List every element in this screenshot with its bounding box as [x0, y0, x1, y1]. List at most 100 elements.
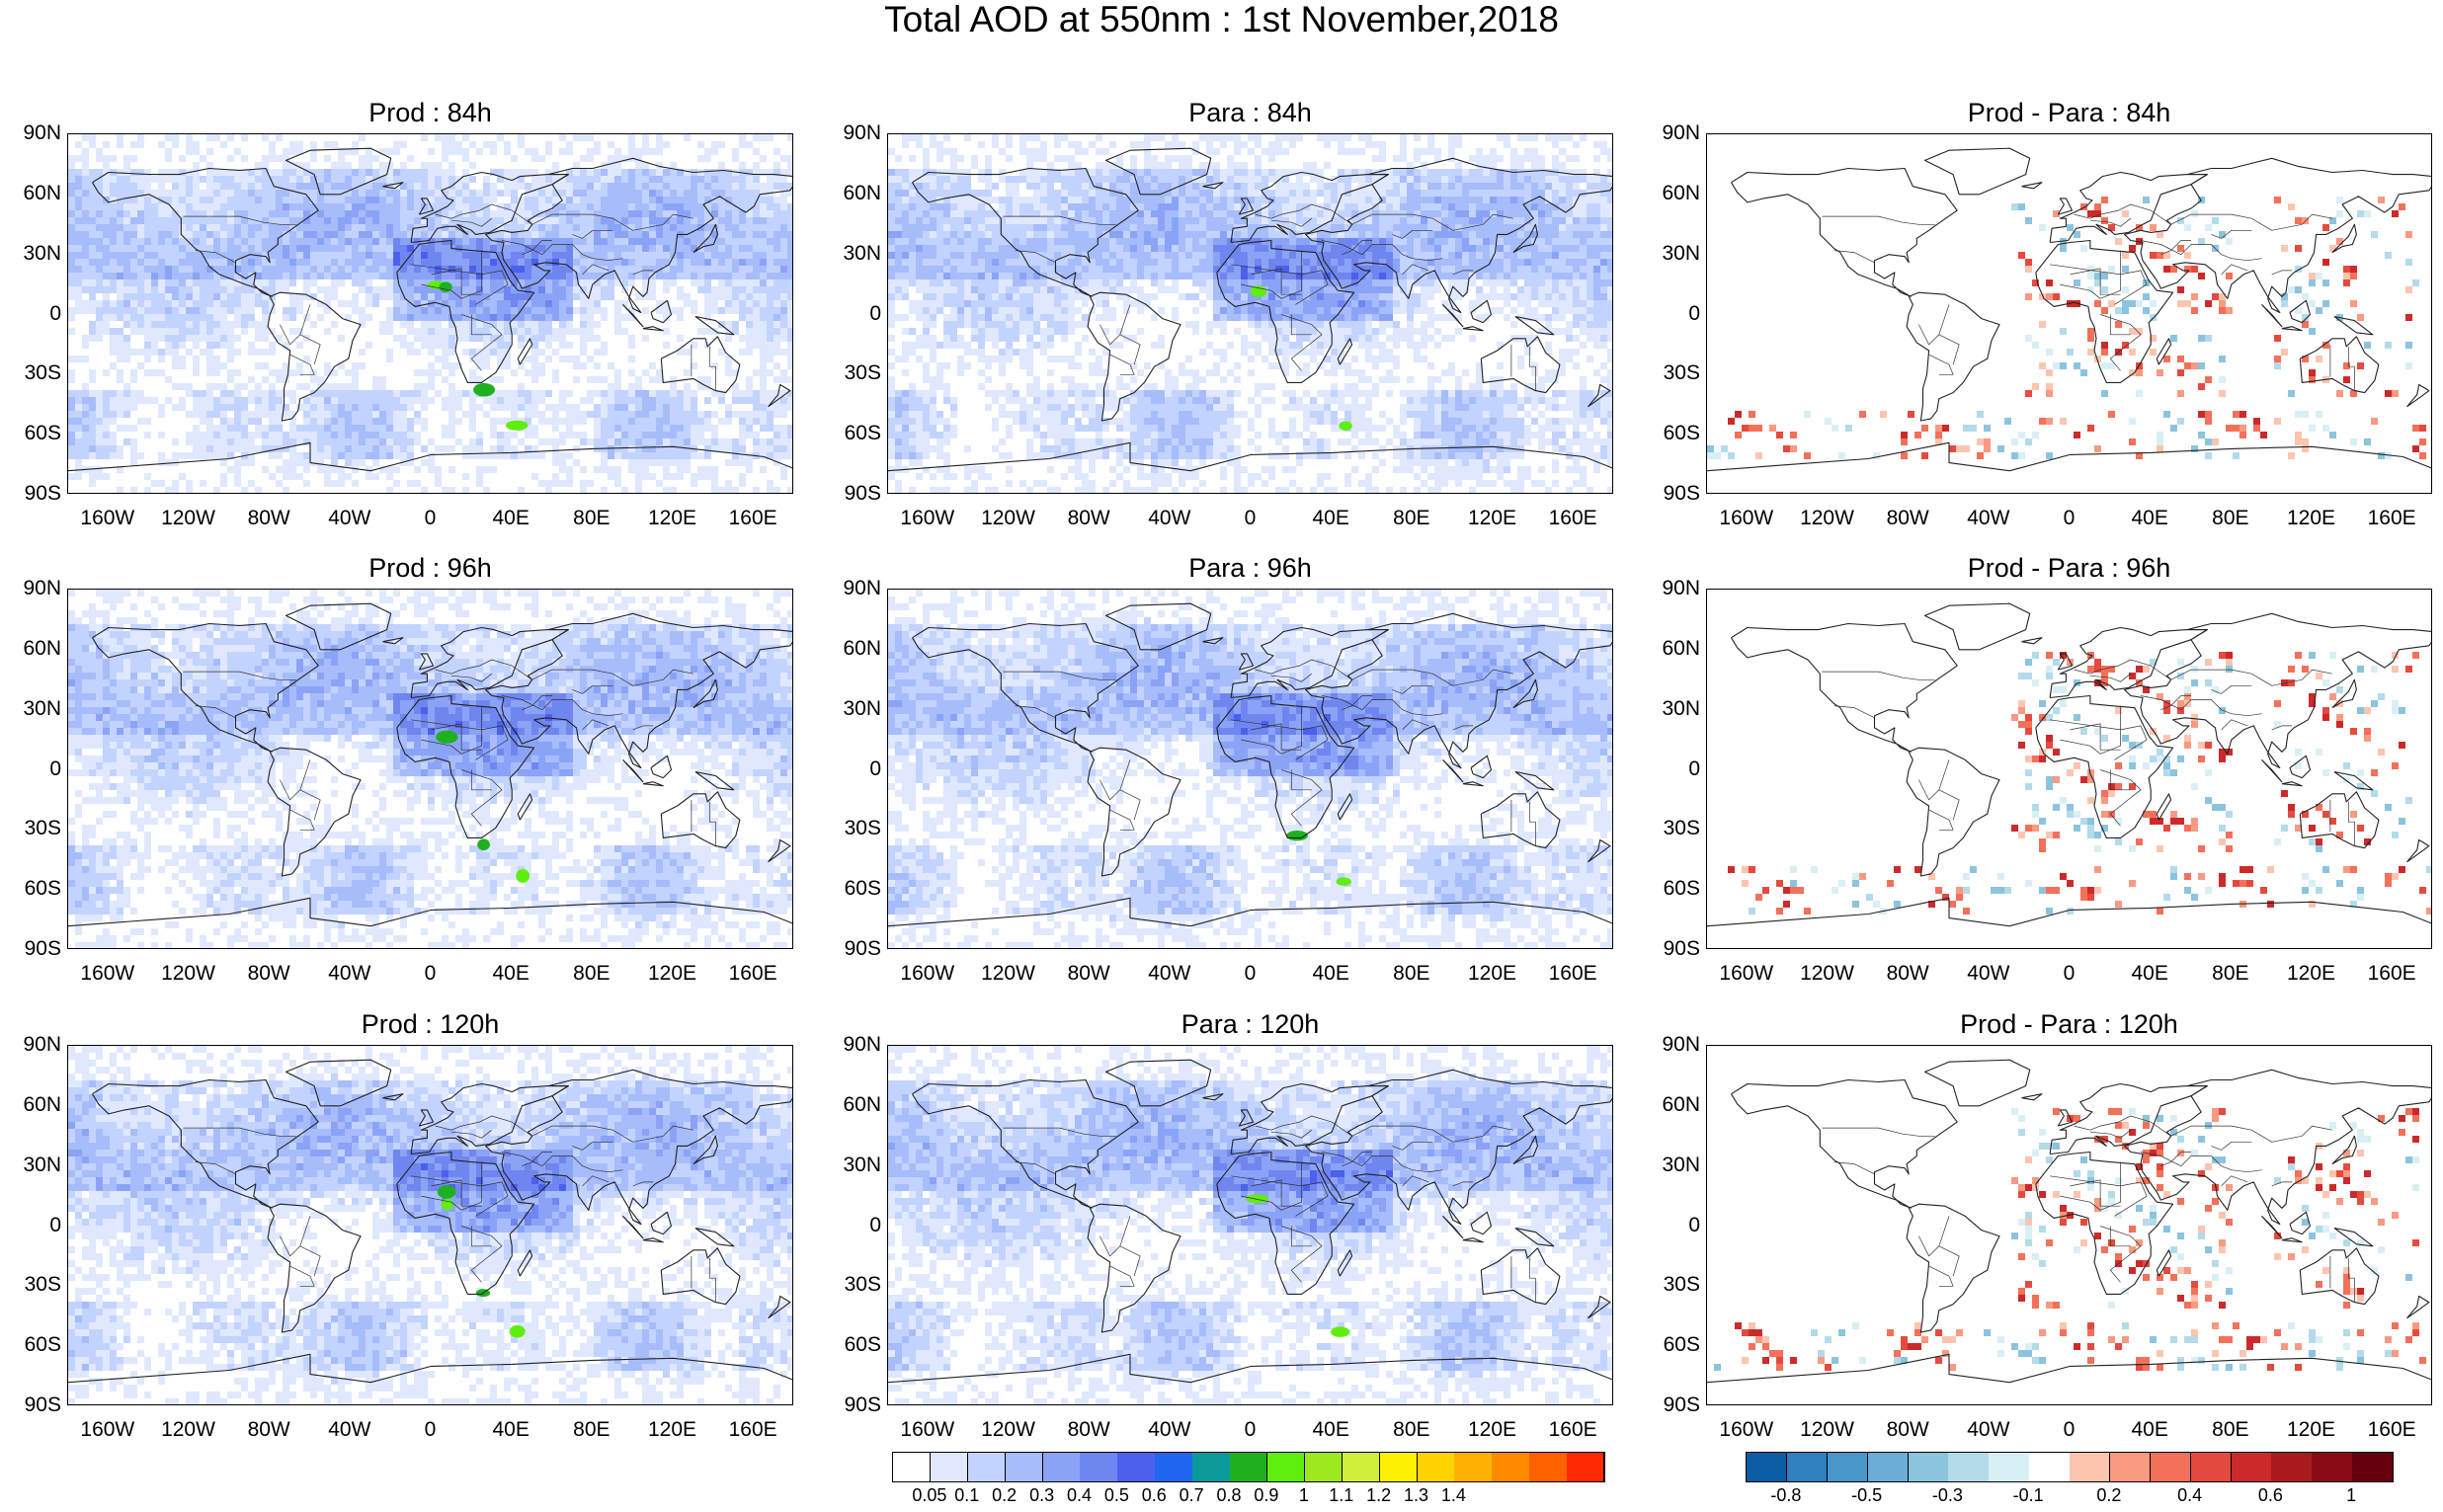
longitude-label: 40W [315, 508, 384, 529]
longitude-label: 80E [2196, 508, 2265, 529]
latitude-label: 30N [1641, 697, 1700, 720]
latitude-label: 30S [1641, 362, 1700, 384]
latitude-label: 90S [1641, 483, 1700, 505]
latitude-label: 0 [2, 757, 61, 780]
latitude-label: 60N [2, 182, 61, 204]
latitude-label: 90S [1641, 938, 1700, 960]
longitude-label: 0 [2035, 508, 2104, 529]
longitude-label: 40W [1954, 508, 2023, 529]
coastlines [1707, 1059, 2431, 1384]
coastlines [68, 602, 792, 927]
colorbar-swatch [1867, 1453, 1909, 1481]
latitude-label: 60N [2, 1093, 61, 1116]
longitude-label: 40W [1954, 963, 2023, 985]
latitude-label: 30S [822, 362, 881, 384]
colorbar-swatch [1266, 1453, 1306, 1481]
latitude-label: 30S [1641, 818, 1700, 839]
longitude-label: 120W [154, 963, 223, 985]
panel-title: Prod - Para : 96h [1706, 553, 2432, 583]
latitude-label: 90S [1641, 1394, 1700, 1416]
colorbar-label: 1 [1279, 1485, 1329, 1505]
colorbar-swatch [2271, 1453, 2313, 1481]
latitude-label: 30N [822, 242, 881, 265]
colorbar-label: 0.7 [1167, 1485, 1216, 1505]
latitude-label: 90N [1641, 122, 1700, 144]
colorbar-swatch [1042, 1453, 1081, 1481]
map-area [67, 589, 793, 949]
latitude-label: 30S [822, 1274, 881, 1296]
longitude-label: 80W [1873, 1419, 1942, 1441]
longitude-label: 160W [893, 508, 962, 529]
map-panel: Prod - Para : 120h 90N 60N 30N 0 30S 60S 90S 160… [1662, 1009, 2432, 1441]
latitude-label: 90S [822, 1394, 881, 1416]
colorbar-label: 0.5 [1092, 1485, 1141, 1505]
map-panel: Para : 84h 90N 60N 30N 0 30S 60S 90S 160W 120W 80W… [843, 98, 1613, 529]
colorbar-swatch [1908, 1453, 1949, 1481]
longitude-label: 80E [1377, 963, 1446, 985]
longitude-label: 80W [1054, 508, 1123, 529]
longitude-label: 40E [1296, 508, 1365, 529]
colorbar-swatch [1005, 1453, 1044, 1481]
map-panel: Para : 120h 90N 60N 30N 0 30S 60S 90S 160W 120W 80… [843, 1009, 1613, 1441]
map-panel: Para : 96h 90N 60N 30N 0 30S 60S 90S 160W 120W 80W… [843, 553, 1613, 985]
latitude-label: 60N [1641, 637, 1700, 660]
panel-title: Para : 84h [887, 98, 1613, 127]
colorbar-swatch [2150, 1453, 2192, 1481]
latitude-label: 90N [1641, 1034, 1700, 1056]
colorbar-swatch [1827, 1453, 1869, 1481]
longitude-label: 40W [1135, 1419, 1204, 1441]
longitude-label: 120E [2277, 963, 2346, 985]
coastlines [888, 147, 1612, 472]
map-panel: Prod - Para : 96h 90N 60N 30N 0 30S 60S 90S 160W… [1662, 553, 2432, 985]
longitude-label: 0 [1216, 508, 1285, 529]
colorbar-label: -0.8 [1761, 1485, 1811, 1505]
latitude-label: 30N [2, 1154, 61, 1176]
panel-title: Para : 96h [887, 553, 1613, 583]
longitude-label: 40W [315, 963, 384, 985]
longitude-label: 120E [2277, 1419, 2346, 1441]
colorbar-swatch [1304, 1453, 1344, 1481]
map-area [1706, 133, 2432, 494]
longitude-label: 80E [1377, 1419, 1446, 1441]
latitude-label: 0 [822, 302, 881, 325]
colorbar-swatch [2190, 1453, 2232, 1481]
longitude-label: 40W [315, 1419, 384, 1441]
colorbar-label: 0.4 [2165, 1485, 2215, 1505]
longitude-label: 120W [974, 963, 1043, 985]
map-panel: Prod - Para : 84h 90N 60N 30N 0 30S 60S 90S 160W… [1662, 98, 2432, 529]
difference-field [1707, 197, 2426, 459]
colorbar-label: -0.3 [1922, 1485, 1972, 1505]
colorbar-label: 0.6 [2245, 1485, 2295, 1505]
longitude-label: 120E [638, 1419, 707, 1441]
latitude-label: 90S [822, 483, 881, 505]
colorbar-swatch [1342, 1453, 1381, 1481]
map-panel: Prod : 120h 90N 60N 30N 0 30S 60S 90S 160W 120W 80… [23, 1009, 793, 1441]
latitude-label: 30S [1641, 1274, 1700, 1296]
longitude-label: 160W [1712, 963, 1781, 985]
latitude-label: 60N [822, 182, 881, 204]
longitude-label: 120W [1793, 508, 1862, 529]
latitude-label: 60S [822, 1334, 881, 1356]
colorbar-swatch [1529, 1453, 1568, 1481]
longitude-label: 120W [1793, 1419, 1862, 1441]
colorbar-swatch [1117, 1453, 1156, 1481]
colorbar-label: 0.6 [1129, 1485, 1179, 1505]
colorbar-swatch [2070, 1453, 2111, 1481]
colorbar-swatch [2231, 1453, 2272, 1481]
longitude-label: 120E [1458, 508, 1527, 529]
colorbar-label: 1.3 [1392, 1485, 1441, 1505]
colorbar-swatch [1454, 1453, 1493, 1481]
colorbar-swatch [1192, 1453, 1231, 1481]
latitude-label: 30S [2, 818, 61, 839]
latitude-label: 60N [2, 637, 61, 660]
longitude-label: 80E [557, 508, 626, 529]
longitude-label: 80W [234, 508, 303, 529]
colorbar-swatches [1746, 1452, 2394, 1482]
aod-field [68, 134, 792, 493]
longitude-label: 160E [2357, 508, 2426, 529]
latitude-label: 0 [1641, 757, 1700, 780]
map-area [1706, 1045, 2432, 1405]
aod-field [888, 1046, 1612, 1404]
longitude-label: 80W [1873, 508, 1942, 529]
colorbar-swatch [1080, 1453, 1118, 1481]
